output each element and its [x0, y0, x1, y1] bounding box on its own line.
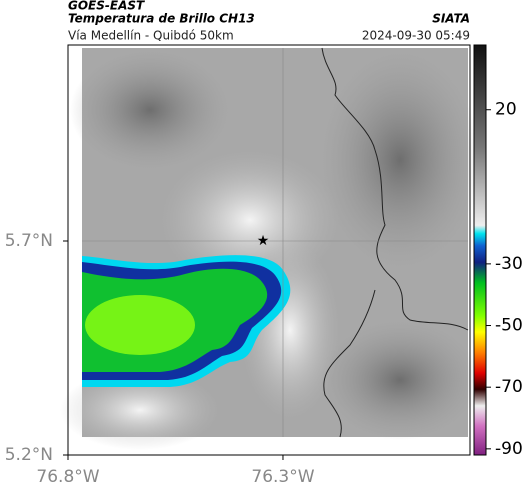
imagery: ★	[60, 47, 480, 450]
colorbar-tick-label: -50	[495, 316, 523, 336]
lon-tick-label: 76.3°W	[251, 467, 314, 487]
source: GOES-EAST	[68, 0, 145, 13]
svg-text:★: ★	[257, 233, 270, 249]
colorbar-tick-label: -90	[495, 439, 523, 459]
subtitle: Vía Medellín - Quibdó 50km	[68, 29, 234, 43]
colorbar	[473, 44, 487, 456]
title: Temperatura de Brillo CH13	[68, 12, 255, 26]
lon-tick-label: 76.8°W	[36, 467, 99, 487]
lat-tick-label: 5.7°N	[5, 231, 53, 251]
agency: SIATA	[432, 12, 470, 26]
colorbar-tick-label: 20	[495, 100, 517, 120]
lat-tick-label: 5.2°N	[5, 445, 53, 465]
colorbar-tick-label: -30	[495, 254, 523, 274]
datetime: 2024-09-30 05:49	[362, 29, 470, 43]
map-frame	[67, 44, 471, 456]
colorbar-tick-label: -70	[495, 377, 523, 397]
